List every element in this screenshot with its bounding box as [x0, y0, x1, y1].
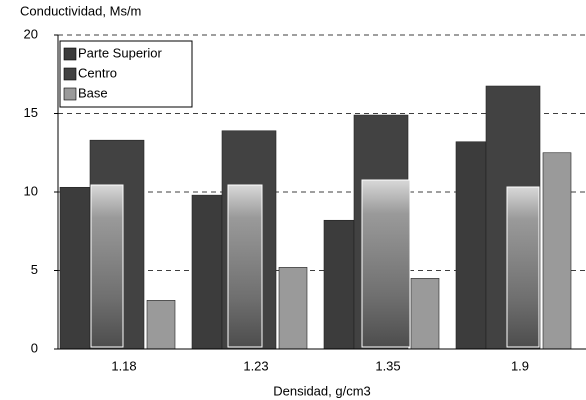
- sample-photo: [362, 180, 410, 347]
- bar: [543, 153, 571, 349]
- bar: [192, 195, 222, 349]
- y-tick-label: 20: [24, 26, 38, 41]
- legend-swatch: [64, 88, 76, 100]
- x-tick-label: 1.18: [111, 358, 136, 373]
- sample-photo: [228, 185, 262, 347]
- bar: [60, 187, 90, 349]
- x-axis-label: Densidad, g/cm3: [273, 383, 371, 398]
- chart-title: Conductividad, Ms/m: [20, 3, 141, 18]
- y-tick-label: 10: [24, 183, 38, 198]
- sample-photo: [507, 187, 539, 347]
- y-tick-label: 5: [31, 262, 38, 277]
- bars: [60, 86, 571, 349]
- x-tick-label: 1.9: [511, 358, 529, 373]
- legend-label: Centro: [78, 65, 117, 80]
- y-tick-label: 0: [31, 340, 38, 355]
- y-tick-label: 15: [24, 105, 38, 120]
- legend-swatch: [64, 68, 76, 80]
- chart: Conductividad, Ms/m Densidad, g/cm3 0 5 10…: [0, 0, 586, 400]
- bar: [456, 142, 486, 349]
- legend-swatch: [64, 48, 76, 60]
- legend-label: Parte Superior: [78, 45, 162, 60]
- bar: [324, 220, 354, 349]
- x-tick-label: 1.23: [243, 358, 268, 373]
- legend-label: Base: [78, 85, 108, 100]
- bar: [279, 267, 307, 349]
- legend: Parte Superior Centro Base: [60, 41, 192, 107]
- x-tick-label: 1.35: [375, 358, 400, 373]
- sample-photo: [91, 185, 123, 347]
- bar: [147, 300, 175, 349]
- bar: [411, 278, 439, 349]
